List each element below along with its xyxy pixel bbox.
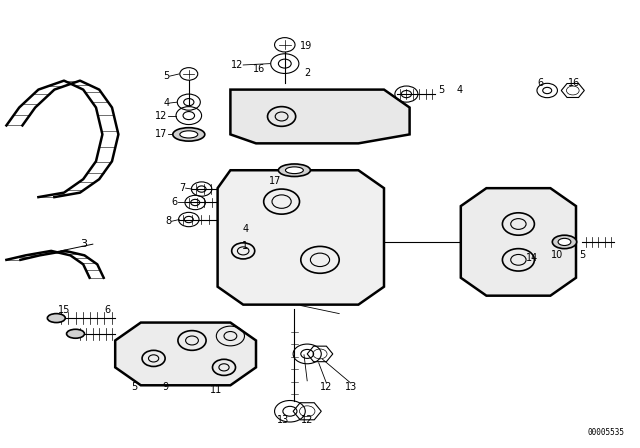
Text: 12: 12 <box>156 111 168 121</box>
Text: 11: 11 <box>210 385 223 395</box>
Text: 16: 16 <box>568 78 580 88</box>
Text: 15: 15 <box>58 305 70 315</box>
Text: 1: 1 <box>242 241 248 251</box>
Text: 00005535: 00005535 <box>587 428 624 437</box>
Text: 14: 14 <box>526 253 538 263</box>
Text: 5: 5 <box>131 382 138 392</box>
Text: 4: 4 <box>163 98 170 108</box>
Polygon shape <box>461 188 576 296</box>
Ellipse shape <box>285 167 303 174</box>
Text: 13: 13 <box>276 415 289 425</box>
Text: 12: 12 <box>231 60 243 70</box>
Text: 12: 12 <box>320 382 333 392</box>
Text: 7: 7 <box>179 183 186 193</box>
Text: 6: 6 <box>538 78 544 88</box>
Ellipse shape <box>558 238 571 246</box>
Text: 6: 6 <box>172 198 178 207</box>
Ellipse shape <box>67 329 84 338</box>
Text: 9: 9 <box>162 382 168 392</box>
Ellipse shape <box>552 235 577 249</box>
Polygon shape <box>230 90 410 143</box>
Text: 5: 5 <box>579 250 586 260</box>
Ellipse shape <box>173 128 205 141</box>
Text: 6: 6 <box>104 305 111 315</box>
Polygon shape <box>115 323 256 385</box>
Text: 16: 16 <box>253 65 266 74</box>
Text: 8: 8 <box>165 216 172 226</box>
Text: 13: 13 <box>344 382 357 392</box>
Text: 5: 5 <box>438 85 445 95</box>
Text: 3: 3 <box>80 239 86 249</box>
Ellipse shape <box>47 314 65 323</box>
Text: 12: 12 <box>301 415 314 425</box>
Text: 5: 5 <box>163 71 170 81</box>
Text: 2: 2 <box>304 68 310 78</box>
Text: 17: 17 <box>269 177 282 186</box>
Text: 4: 4 <box>242 224 248 234</box>
Text: 17: 17 <box>156 129 168 139</box>
Ellipse shape <box>278 164 310 177</box>
Ellipse shape <box>180 131 198 138</box>
Polygon shape <box>218 170 384 305</box>
Text: 10: 10 <box>550 250 563 260</box>
Text: 4: 4 <box>457 85 463 95</box>
Text: 19: 19 <box>300 41 312 51</box>
